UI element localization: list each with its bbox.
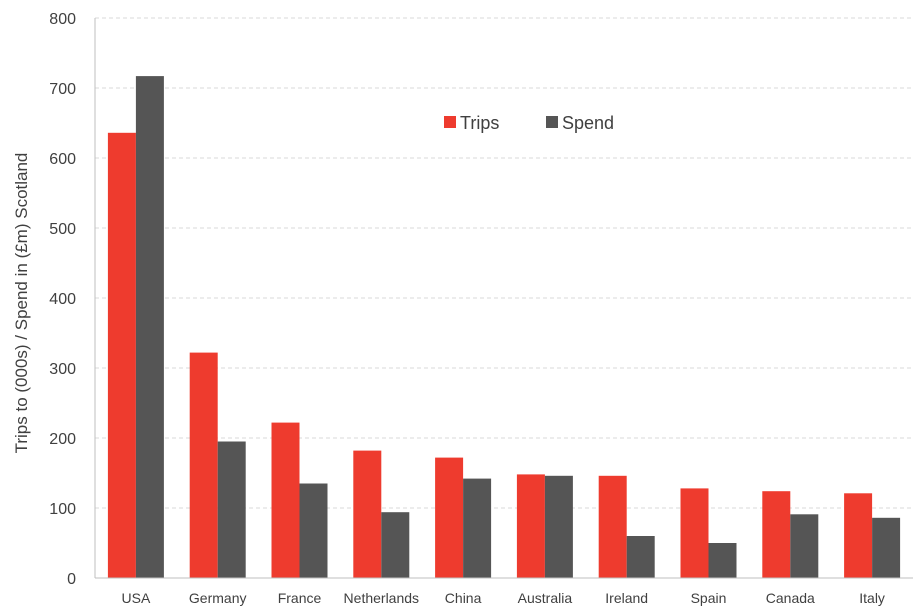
x-tick-label: Italy [859, 590, 885, 606]
x-tick-label: France [278, 590, 322, 606]
y-tick-label: 300 [49, 361, 76, 378]
y-tick-label: 400 [49, 291, 76, 308]
y-tick-label: 700 [49, 81, 76, 98]
x-tick-label: Netherlands [344, 590, 420, 606]
x-tick-label: Canada [766, 590, 815, 606]
x-axis: USA Germany France Netherlands China Australi… [95, 577, 913, 606]
x-tick-label: USA [122, 590, 151, 606]
bar-trips-italy [844, 493, 873, 578]
legend: Trips Spend [444, 113, 614, 133]
bar-spend-usa [135, 76, 164, 578]
bar-spend-australia [544, 475, 573, 578]
y-tick-label: 100 [49, 501, 76, 518]
x-tick-label: Ireland [605, 590, 648, 606]
bar-spend-italy [872, 517, 901, 578]
bar-trips-germany [189, 352, 218, 578]
legend-swatch-trips [444, 116, 456, 128]
x-tick-label: China [445, 590, 482, 606]
x-tick-label: Spain [691, 590, 727, 606]
bar-spend-germany [217, 441, 246, 578]
bar-trips-netherlands [353, 450, 382, 578]
bar-spend-china [463, 478, 492, 578]
bar-spend-spain [708, 543, 737, 578]
legend-swatch-spend [546, 116, 558, 128]
bar-spend-france [299, 483, 328, 578]
y-tick-label: 500 [49, 221, 76, 238]
y-tick-label: 600 [49, 151, 76, 168]
y-tick-label: 0 [67, 571, 76, 588]
bar-trips-france [271, 422, 300, 578]
bar-trips-usa [107, 132, 136, 579]
x-tick-label: Australia [518, 590, 573, 606]
y-tick-label: 200 [49, 431, 76, 448]
y-axis-title: Trips to (000s) / Spend in (£m) Scotland [12, 153, 31, 454]
bar-spend-canada [790, 514, 819, 578]
bar-trips-australia [516, 474, 545, 578]
gridlines [95, 17, 913, 509]
bar-trips-spain [680, 488, 709, 578]
bar-trips-canada [762, 491, 791, 578]
bars [107, 76, 901, 579]
legend-label-spend: Spend [562, 113, 614, 133]
bar-spend-netherlands [381, 512, 410, 578]
x-tick-label: Germany [189, 590, 247, 606]
y-axis: 0 100 200 300 400 500 600 700 800 [49, 11, 96, 588]
bar-spend-ireland [626, 536, 655, 578]
legend-label-trips: Trips [460, 113, 499, 133]
y-tick-label: 800 [49, 11, 76, 28]
bar-trips-ireland [598, 475, 627, 578]
bar-trips-china [435, 457, 464, 578]
